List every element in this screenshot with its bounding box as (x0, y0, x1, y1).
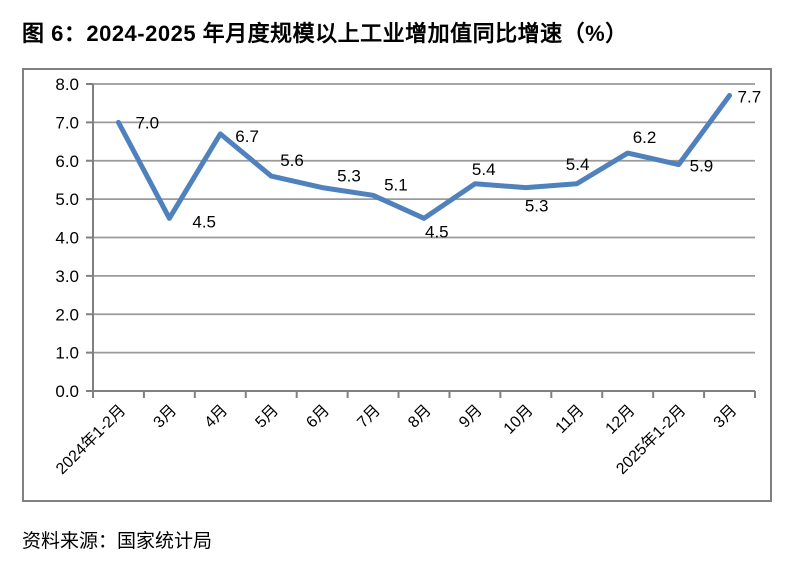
y-axis-tick-label: 3.0 (55, 267, 79, 286)
y-axis-tick-label: 1.0 (55, 344, 79, 363)
x-axis-tick-label: 9月 (456, 402, 486, 432)
y-axis-tick-label: 8.0 (55, 75, 79, 94)
data-point-label: 6.2 (633, 128, 657, 147)
chart-title: 图 6：2024-2025 年月度规模以上工业增加值同比增速（%） (22, 21, 628, 46)
x-axis-tick-label: 7月 (354, 402, 384, 432)
y-axis-tick-label: 6.0 (55, 152, 79, 171)
data-point-label: 7.7 (738, 88, 762, 107)
data-series-line (115, 93, 733, 221)
data-point-label: 7.0 (135, 113, 159, 132)
x-axis-tick-label: 4月 (202, 402, 232, 432)
data-point-label: 5.4 (472, 160, 496, 179)
x-axis-tick-label: 6月 (303, 402, 333, 432)
y-axis-tick-label: 0.0 (55, 382, 79, 401)
data-point-label: 5.3 (525, 197, 549, 216)
data-point-label: 5.4 (566, 155, 590, 174)
data-point-label: 4.5 (192, 212, 216, 231)
data-point-label: 5.9 (690, 157, 714, 176)
x-axis-tick-label: 11月 (553, 402, 588, 437)
x-axis-tick-label: 3月 (711, 402, 741, 432)
x-axis-tick-label: 12月 (603, 402, 639, 438)
x-axis-tick-label: 8月 (405, 402, 435, 432)
x-axis-tick-label: 2024年1-2月 (52, 401, 129, 478)
data-point-label: 4.5 (425, 222, 449, 241)
data-point-label: 5.3 (337, 167, 361, 186)
y-axis-tick-label: 2.0 (55, 305, 79, 324)
x-axis-tick-label: 5月 (252, 402, 282, 432)
x-axis-tick-label: 3月 (151, 402, 181, 432)
y-axis-tick-label: 4.0 (55, 229, 79, 248)
x-axis-tick-label: 10月 (501, 402, 537, 438)
source-note: 资料来源：国家统计局 (22, 531, 213, 552)
data-point-label: 5.6 (280, 151, 304, 170)
chart-frame: 8.0 7.0 6.0 5.0 4.0 3.0 2.0 1.0 0.0 2024年1-2月 3月 4月… (22, 68, 772, 502)
y-axis-tick-label: 7.0 (55, 113, 79, 132)
data-point-label: 5.1 (384, 175, 408, 194)
data-point-label: 6.7 (235, 127, 259, 146)
y-axis-tick-label: 5.0 (55, 190, 79, 209)
